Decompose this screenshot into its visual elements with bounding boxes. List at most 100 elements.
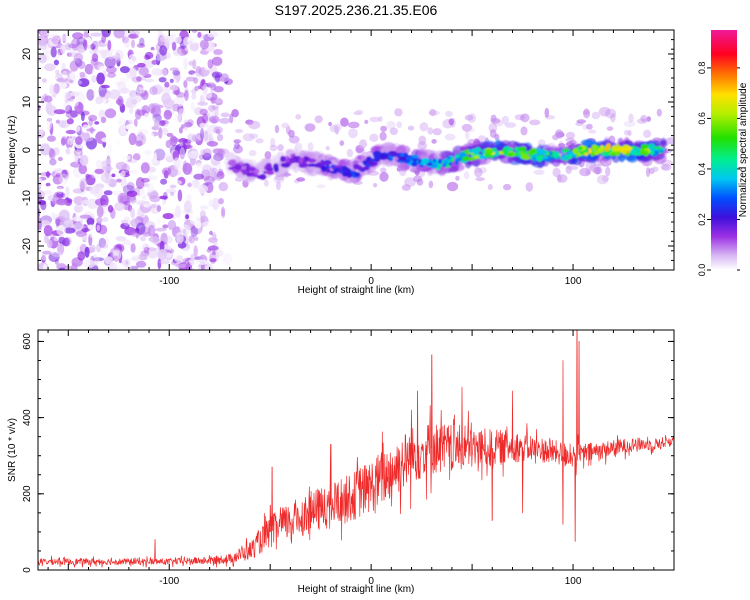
haze-blob <box>490 114 497 123</box>
noise-blob <box>159 120 166 127</box>
noise-blob <box>165 188 177 194</box>
haze-blob <box>288 129 295 138</box>
signal-core <box>507 147 514 152</box>
haze-blob <box>487 184 493 191</box>
noise-blob <box>38 43 47 50</box>
noise-blob <box>42 250 52 255</box>
noise-blob <box>162 224 169 229</box>
noise-blob <box>141 105 150 116</box>
noise-blob <box>103 190 113 196</box>
noise-blob <box>164 235 173 244</box>
haze-blob <box>661 164 672 171</box>
noise-blob <box>79 154 89 166</box>
colorbar-label: Normalized spectral amplitude <box>738 82 749 217</box>
noise-blob <box>144 78 155 83</box>
signal-core <box>287 157 296 164</box>
noise-blob <box>43 225 53 237</box>
noise-blob <box>140 162 150 174</box>
signal-core <box>420 161 428 166</box>
noise-blob <box>211 71 223 79</box>
haze-blob <box>264 151 272 160</box>
signal-core <box>330 170 338 174</box>
signal-core <box>280 155 286 163</box>
noise-blob <box>117 117 126 127</box>
noise-blob <box>177 189 183 202</box>
x-tick-label: -100 <box>159 276 179 287</box>
signal-halo <box>307 151 321 161</box>
noise-blob <box>129 169 138 174</box>
haze-blob <box>206 141 219 147</box>
noise-blob <box>81 235 91 242</box>
noise-blob <box>219 73 230 83</box>
noise-blob <box>129 108 134 114</box>
noise-blob <box>103 244 108 256</box>
noise-blob <box>52 174 63 185</box>
noise-blob <box>104 92 111 101</box>
haze-blob <box>579 167 591 177</box>
haze-blob <box>219 117 231 124</box>
noise-blob <box>124 99 137 109</box>
haze-blob <box>628 113 634 123</box>
noise-blob <box>64 42 73 51</box>
haze-blob <box>592 166 603 175</box>
noise-blob <box>191 240 204 248</box>
noise-blob <box>50 46 57 58</box>
noise-blob <box>53 59 60 66</box>
haze-blob <box>346 148 354 158</box>
signal-core <box>248 166 256 171</box>
noise-blob <box>183 179 196 191</box>
noise-blob <box>121 154 131 161</box>
noise-blob <box>213 49 223 56</box>
noise-blob <box>183 80 188 88</box>
signal-core <box>561 153 566 157</box>
noise-blob <box>187 37 198 44</box>
signal-core <box>398 156 407 162</box>
haze-blob <box>576 119 587 124</box>
noise-blob <box>78 164 88 175</box>
noise-blob <box>72 188 83 194</box>
noise-blob <box>174 35 182 45</box>
signal-core <box>537 149 546 155</box>
noise-blob <box>132 255 141 262</box>
noise-blob <box>130 257 141 261</box>
noise-blob <box>81 228 90 232</box>
haze-blob <box>325 146 330 151</box>
noise-blob <box>209 230 214 236</box>
noise-blob <box>151 105 162 117</box>
noise-blob <box>169 67 179 71</box>
noise-blob <box>52 93 57 98</box>
signal-core <box>631 146 641 153</box>
noise-blob <box>96 146 104 159</box>
noise-blob <box>103 236 109 244</box>
noise-blob <box>130 207 135 219</box>
noise-blob <box>193 173 204 180</box>
noise-blob <box>148 236 160 243</box>
haze-blob <box>525 182 534 192</box>
signal-core <box>653 146 663 150</box>
colorbar-tick-label: 0.2 <box>697 213 707 226</box>
signal-core <box>484 148 494 155</box>
noise-blob <box>172 69 181 76</box>
noise-blob <box>121 163 130 173</box>
noise-blob <box>122 244 132 255</box>
noise-blob <box>107 205 114 213</box>
noise-blob <box>42 78 47 83</box>
noise-blob <box>194 236 199 241</box>
signal-core <box>411 161 418 167</box>
noise-blob <box>158 35 165 48</box>
haze-blob <box>432 128 442 136</box>
noise-blob <box>104 56 116 69</box>
x-tick-label: 0 <box>368 276 374 287</box>
noise-blob <box>89 185 100 195</box>
snr-x-label: Height of straight line (km) <box>298 584 415 595</box>
signal-core <box>411 154 419 159</box>
signal-core <box>552 152 560 159</box>
haze-blob <box>248 120 261 130</box>
noise-blob <box>144 149 152 155</box>
haze-blob <box>556 174 562 183</box>
haze-blob <box>307 142 314 152</box>
noise-blob <box>108 97 113 110</box>
noise-blob <box>132 153 141 161</box>
noise-blob <box>137 62 146 68</box>
noise-blob <box>189 214 201 226</box>
